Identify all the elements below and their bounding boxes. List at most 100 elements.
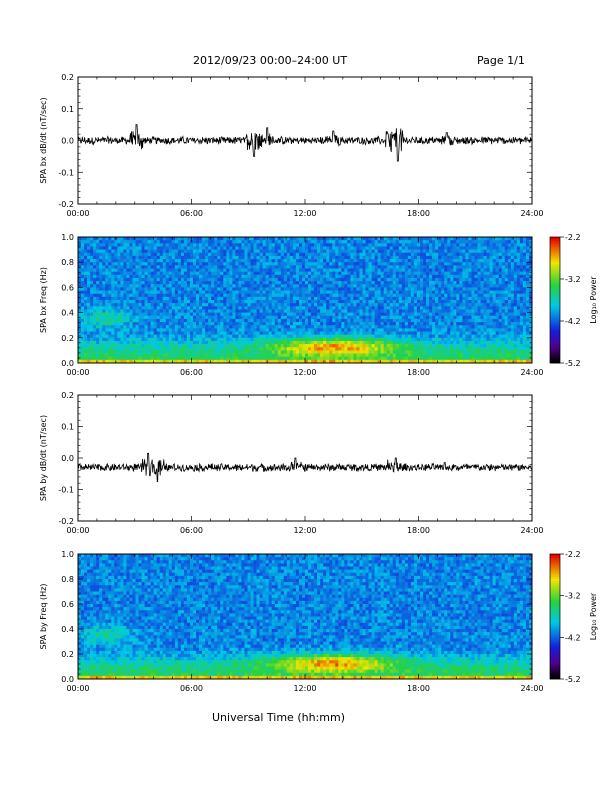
heatmap-cell xyxy=(159,246,164,250)
heatmap-cell xyxy=(401,237,406,241)
heatmap-cell xyxy=(429,293,433,298)
heatmap-cell xyxy=(432,240,436,244)
heatmap-cell xyxy=(305,277,309,282)
heatmap-cell xyxy=(141,252,145,257)
heatmap-cell xyxy=(256,356,260,361)
heatmap-cell xyxy=(250,246,254,250)
heatmap-cell xyxy=(132,240,136,244)
heatmap-cell xyxy=(386,325,391,329)
heatmap-cell xyxy=(162,255,167,260)
heatmap-cell xyxy=(123,356,127,361)
heatmap-cell xyxy=(371,337,375,342)
heatmap-cell xyxy=(244,246,248,250)
heatmap-cell xyxy=(208,255,212,260)
heatmap-cell xyxy=(432,350,436,354)
heatmap-cell xyxy=(435,340,439,345)
heatmap-cell xyxy=(199,356,203,361)
heatmap-cell xyxy=(265,334,269,339)
heatmap-cell xyxy=(108,303,112,307)
heatmap-cell xyxy=(90,331,94,335)
heatmap-cell xyxy=(383,246,388,250)
heatmap-cell xyxy=(223,340,227,345)
heatmap-cell xyxy=(220,356,224,361)
heatmap-cell xyxy=(156,287,161,291)
heatmap-cell xyxy=(410,255,415,260)
heatmap-cell xyxy=(87,353,91,357)
heatmap-cell xyxy=(371,271,375,276)
heatmap-cell xyxy=(199,322,203,326)
heatmap-cell xyxy=(132,318,136,323)
heatmap-cell xyxy=(229,277,233,282)
heatmap-cell xyxy=(301,300,306,304)
heatmap-cell xyxy=(286,359,291,364)
heatmap-cell xyxy=(365,353,369,357)
heatmap-cell xyxy=(105,281,109,285)
heatmap-cell xyxy=(162,265,167,269)
heatmap-cell xyxy=(189,243,194,247)
heatmap-cell xyxy=(162,281,167,285)
heatmap-cell xyxy=(238,255,242,260)
heatmap-cell xyxy=(401,312,406,317)
heatmap-cell xyxy=(105,243,109,247)
heatmap-cell xyxy=(135,274,139,279)
heatmap-cell xyxy=(317,293,321,298)
heatmap-cell xyxy=(129,306,133,310)
heatmap-cell xyxy=(389,303,394,307)
heatmap-cell xyxy=(244,237,248,241)
heatmap-cell xyxy=(268,359,273,364)
heatmap-cell xyxy=(144,306,148,310)
heatmap-cell xyxy=(114,274,118,279)
heatmap-cell xyxy=(392,328,397,332)
heatmap-cell xyxy=(78,334,82,339)
heatmap-cell xyxy=(413,277,418,282)
heatmap-cell xyxy=(159,353,164,357)
heatmap-cell xyxy=(256,243,260,247)
heatmap-cell xyxy=(135,249,139,254)
heatmap-cell xyxy=(262,271,266,276)
heatmap-cell xyxy=(229,268,233,272)
heatmap-cell xyxy=(183,337,188,342)
heatmap-cell xyxy=(96,331,100,335)
heatmap-cell xyxy=(205,262,209,266)
heatmap-cell xyxy=(177,322,182,326)
heatmap-cell xyxy=(286,268,291,272)
heatmap-cell xyxy=(413,274,418,279)
heatmap-cell xyxy=(150,259,154,263)
heatmap-cell xyxy=(238,331,242,335)
heatmap-cell xyxy=(93,287,97,291)
heatmap-cell xyxy=(383,281,388,285)
heatmap-cell xyxy=(244,359,248,364)
heatmap-cell xyxy=(268,265,273,269)
heatmap-cell xyxy=(268,309,273,313)
heatmap-cell xyxy=(81,268,85,272)
heatmap-cell xyxy=(171,353,176,357)
heatmap-cell xyxy=(401,303,406,307)
heatmap-cell xyxy=(105,312,109,317)
heatmap-cell xyxy=(353,268,357,272)
heatmap-cell xyxy=(432,277,436,282)
heatmap-cell xyxy=(407,322,412,326)
heatmap-cell xyxy=(323,249,327,254)
heatmap-cell xyxy=(126,262,130,266)
heatmap-cell xyxy=(105,303,109,307)
heatmap-cell xyxy=(81,322,85,326)
heatmap-cell xyxy=(132,293,136,298)
heatmap-cell xyxy=(280,290,285,294)
heatmap-cell xyxy=(171,252,176,257)
heatmap-cell xyxy=(117,353,121,357)
heatmap-cell xyxy=(383,237,388,241)
heatmap-cell xyxy=(308,271,312,276)
heatmap-cell xyxy=(335,265,339,269)
heatmap-cell xyxy=(129,293,133,298)
heatmap-cell xyxy=(416,249,421,254)
heatmap-cell xyxy=(226,350,230,354)
heatmap-cell xyxy=(105,255,109,260)
heatmap-cell xyxy=(289,249,294,254)
heatmap-cell xyxy=(320,246,324,250)
heatmap-cell xyxy=(174,271,179,276)
heatmap-cell xyxy=(359,350,363,354)
heatmap-cell xyxy=(102,281,106,285)
heatmap-cell xyxy=(298,296,303,301)
heatmap-cell xyxy=(401,331,406,335)
heatmap-cell xyxy=(268,268,273,272)
